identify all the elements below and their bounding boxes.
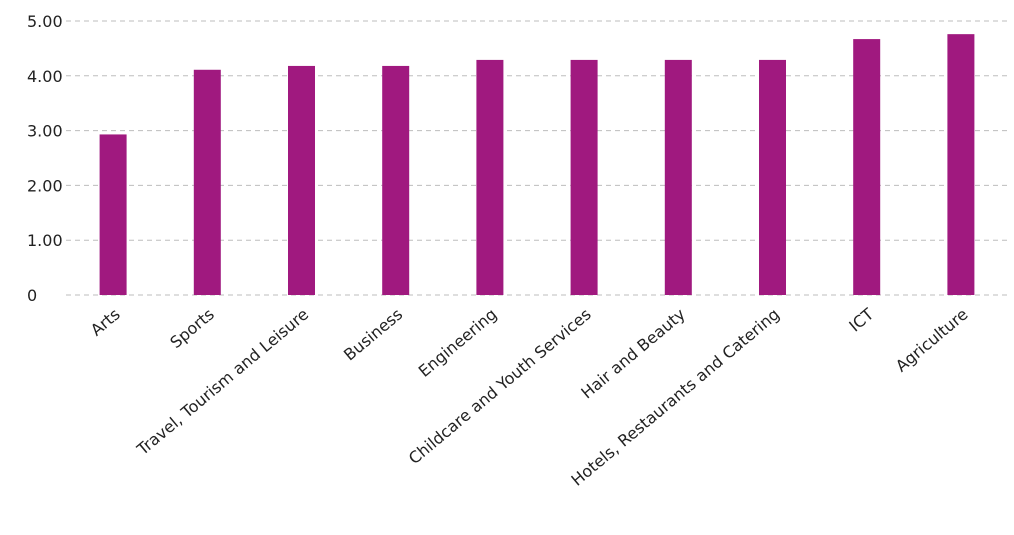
x-category-label: Sports bbox=[166, 305, 218, 353]
bar-sports bbox=[193, 69, 221, 295]
x-category-label: Agriculture bbox=[892, 305, 972, 376]
x-category-label: Travel, Tourism and Leisure bbox=[133, 305, 313, 460]
x-category-label: Business bbox=[340, 305, 406, 365]
bar-travel-tourism-and-leisure bbox=[288, 65, 315, 295]
y-tick-label: 0 bbox=[27, 286, 37, 305]
bar-agriculture bbox=[947, 34, 975, 295]
bar-business bbox=[382, 65, 410, 295]
y-tick-label: 2.00 bbox=[27, 176, 63, 195]
x-category-label: Hotels, Restaurants and Catering bbox=[567, 305, 783, 490]
y-tick-label: 4.00 bbox=[27, 67, 63, 86]
bar-childcare-and-youth-services bbox=[570, 59, 598, 295]
y-tick-label: 3.00 bbox=[27, 122, 63, 141]
x-category-label: Arts bbox=[87, 305, 124, 340]
grid-layer bbox=[66, 20, 1008, 296]
y-tick-label: 5.00 bbox=[27, 12, 63, 31]
y-tick-label: 1.00 bbox=[27, 231, 63, 250]
x-category-label: Childcare and Youth Services bbox=[405, 305, 595, 469]
bars bbox=[99, 34, 975, 295]
x-category-label: ICT bbox=[845, 304, 877, 335]
bar-hair-and-beauty bbox=[664, 59, 692, 295]
y-axis-ticks: 0 1.00 2.00 3.00 4.00 5.00 bbox=[27, 12, 63, 305]
bar-hotels-restaurants-and-catering bbox=[759, 59, 786, 295]
bar-ict bbox=[853, 39, 881, 295]
x-category-label: Engineering bbox=[415, 305, 501, 381]
bar-arts bbox=[99, 134, 127, 295]
bar-engineering bbox=[476, 59, 504, 295]
